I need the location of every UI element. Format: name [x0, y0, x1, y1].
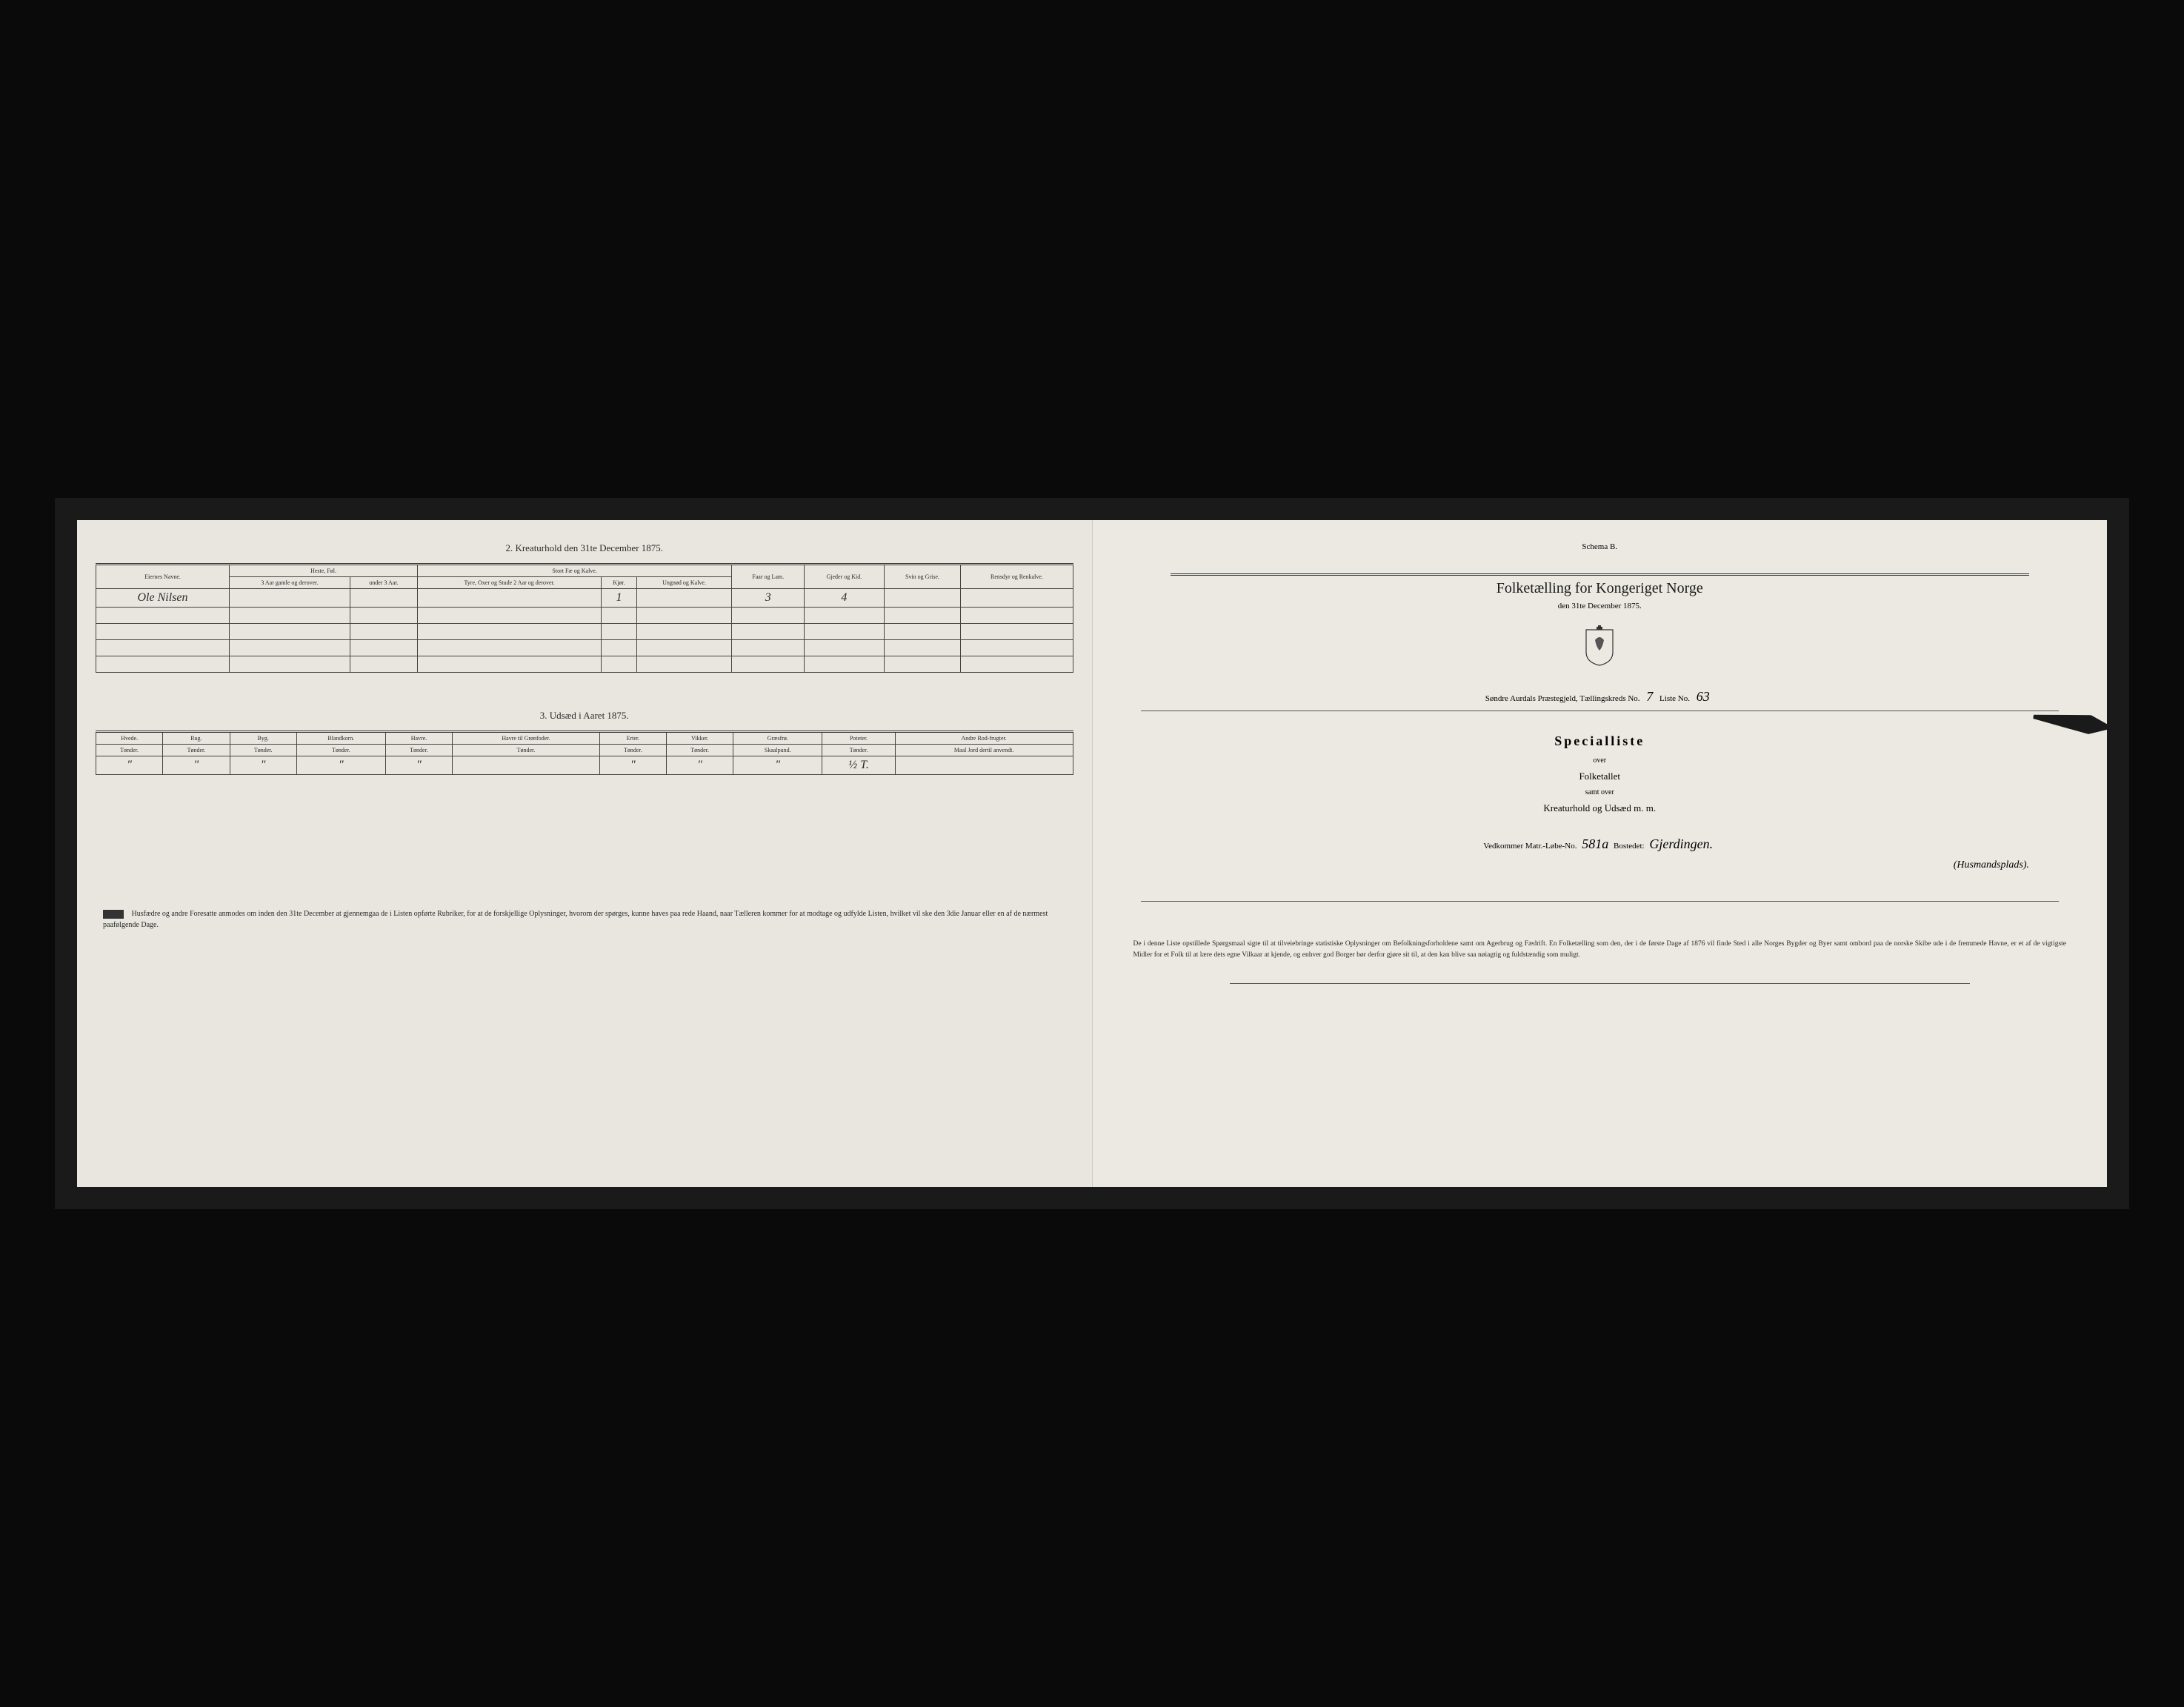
unit: Tønder.	[163, 745, 230, 756]
table-row	[96, 608, 1073, 624]
col-svin: Svin og Grise.	[884, 565, 961, 589]
cell: 3	[732, 589, 805, 608]
cell: 4	[805, 589, 884, 608]
coat-of-arms-icon	[1111, 625, 2089, 671]
subtitle: den 31te December 1875.	[1111, 602, 2089, 610]
col-byg: Byg.	[230, 732, 296, 745]
divider	[1141, 901, 2060, 902]
col-rensdyr: Rensdyr og Renkalve.	[961, 565, 1073, 589]
col-erter: Erter.	[599, 732, 666, 745]
cell	[350, 589, 417, 608]
left-page: 2. Kreaturhold den 31te December 1875. E…	[77, 520, 1093, 1187]
label-kreaturhold: Kreaturhold og Udsæd m. m.	[1111, 802, 2089, 814]
cell: "	[667, 756, 733, 775]
owner-name: Ole Nilsen	[96, 589, 230, 608]
col-heste-1: 3 Aar gamle og derover.	[230, 577, 350, 589]
vedkommer-label: Vedkommer Matr.-Løbe-No.	[1483, 842, 1577, 851]
col-hvede: Hvede.	[96, 732, 163, 745]
col-andre: Andre Rod-frugter.	[895, 732, 1073, 745]
col-stort-1: Tyre, Oxer og Stude 2 Aar og derover.	[418, 577, 602, 589]
table-row	[96, 640, 1073, 656]
cell	[636, 589, 731, 608]
district-prefix: Søndre Aurdals Præstegjeld, Tællingskred…	[1485, 694, 1640, 703]
liste-no: 63	[1692, 689, 1714, 704]
col-vikker: Vikker.	[667, 732, 733, 745]
district-line: Søndre Aurdals Præstegjeld, Tællingskred…	[1111, 689, 2089, 705]
cell	[230, 589, 350, 608]
col-stort-3: Ungnød og Kalve.	[636, 577, 731, 589]
unit: Tønder.	[667, 745, 733, 756]
col-blandkorn: Blandkorn.	[296, 732, 385, 745]
unit: Tønder.	[599, 745, 666, 756]
col-stort-group: Stort Fæ og Kalve.	[418, 565, 732, 577]
table-row: " " " " " " " " ½ T.	[96, 756, 1073, 775]
label-over: over	[1111, 756, 2089, 765]
cell	[453, 756, 600, 775]
bostedet-label: Bostedet:	[1614, 842, 1645, 851]
property-line: Vedkommer Matr.-Løbe-No. 581a Bostedet: …	[1111, 836, 2089, 852]
unit: Tønder.	[385, 745, 452, 756]
right-page: Schema B. Folketælling for Kongeriget No…	[1093, 520, 2108, 1187]
cell: "	[733, 756, 822, 775]
cell: "	[96, 756, 163, 775]
scan-frame: 2. Kreaturhold den 31te December 1875. E…	[55, 498, 2129, 1209]
liste-label: Liste No.	[1659, 694, 1690, 703]
bottom-notice: De i denne Liste opstillede Spørgsmaal s…	[1133, 939, 2067, 961]
cell: "	[599, 756, 666, 775]
col-owner: Eiernes Navne.	[96, 565, 230, 589]
unit: Skaalpund.	[733, 745, 822, 756]
col-havre: Havre.	[385, 732, 452, 745]
unit: Tønder.	[96, 745, 163, 756]
cell: 1	[602, 589, 637, 608]
livestock-table: Eiernes Navne. Heste, Føl. Stort Fæ og K…	[96, 563, 1073, 673]
bostedet-value: Gjerdingen.	[1646, 836, 1716, 851]
unit: Tønder.	[822, 745, 895, 756]
cell	[961, 589, 1073, 608]
table-row: Ole Nilsen 1 3 4	[96, 589, 1073, 608]
col-stort-2: Kjør.	[602, 577, 637, 589]
divider	[1230, 983, 1971, 984]
seed-table: Hvede. Rug. Byg. Blandkorn. Havre. Havre…	[96, 731, 1073, 775]
pointer-icon	[103, 910, 124, 919]
unit: Tønder.	[296, 745, 385, 756]
col-grasfre: Græsfrø.	[733, 732, 822, 745]
cell	[418, 589, 602, 608]
specialliste-title: Specialliste	[1111, 733, 2089, 749]
main-title: Folketælling for Kongeriget Norge	[1111, 580, 2089, 597]
table-row	[96, 656, 1073, 673]
unit: Tønder.	[453, 745, 600, 756]
col-havre-gron: Havre til Grønfoder.	[453, 732, 600, 745]
label-folketallet: Folketallet	[1111, 771, 2089, 782]
instructions-notice: Husfædre og andre Foresatte anmodes om i…	[96, 908, 1073, 931]
cell	[895, 756, 1073, 775]
bostedet-subvalue: (Husmandsplads).	[1111, 859, 2089, 871]
col-poteter: Poteter.	[822, 732, 895, 745]
unit: Tønder.	[230, 745, 296, 756]
matr-no: 581a	[1579, 836, 1611, 851]
col-gjeder: Gjeder og Kid.	[805, 565, 884, 589]
table-row	[96, 624, 1073, 640]
notice-text: Husfædre og andre Foresatte anmodes om i…	[103, 910, 1048, 929]
label-samt-over: samt over	[1111, 788, 2089, 796]
divider	[1171, 573, 2030, 576]
cell: "	[163, 756, 230, 775]
cell: "	[385, 756, 452, 775]
cell	[884, 589, 961, 608]
col-heste-2: under 3 Aar.	[350, 577, 417, 589]
cell: ½ T.	[822, 756, 895, 775]
schema-label: Schema B.	[1111, 542, 2089, 551]
section2-title: 2. Kreaturhold den 31te December 1875.	[96, 542, 1073, 554]
section3-title: 3. Udsæd i Aaret 1875.	[96, 710, 1073, 722]
cell: "	[296, 756, 385, 775]
col-heste-group: Heste, Føl.	[230, 565, 418, 577]
col-rug: Rug.	[163, 732, 230, 745]
col-faar: Faar og Lam.	[732, 565, 805, 589]
cell: "	[230, 756, 296, 775]
unit: Maal Jord dertil anvendt.	[895, 745, 1073, 756]
district-no: 7	[1642, 689, 1657, 704]
document-spread: 2. Kreaturhold den 31te December 1875. E…	[77, 520, 2107, 1187]
